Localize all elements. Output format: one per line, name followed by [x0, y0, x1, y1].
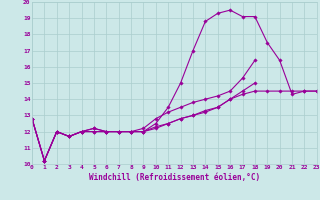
- X-axis label: Windchill (Refroidissement éolien,°C): Windchill (Refroidissement éolien,°C): [89, 173, 260, 182]
